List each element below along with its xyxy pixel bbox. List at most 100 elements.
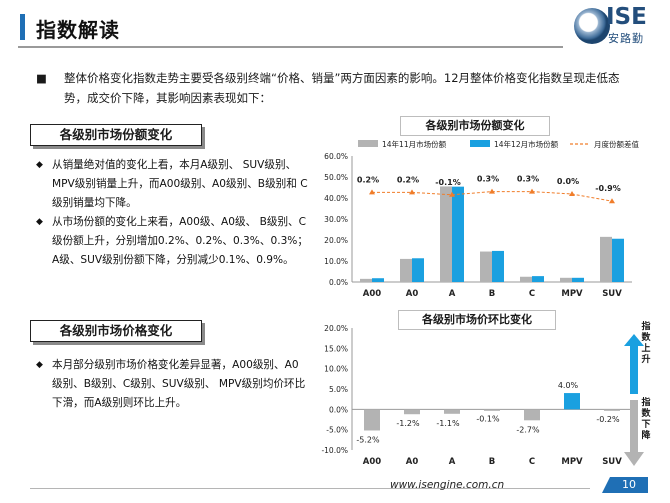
list-item: ◆ 从市场份额的变化上来看，A00级、A0级、 B级别、C级份额上升，分别增加0… — [36, 213, 308, 270]
bar-nov — [600, 236, 612, 282]
legend-label: 月度份额差值 — [594, 139, 639, 149]
x-tick-label: A00 — [363, 457, 381, 467]
y-tick-label: 30.0% — [324, 215, 348, 224]
diff-point — [569, 191, 575, 196]
x-tick-label: SUV — [602, 289, 622, 299]
bar-nov — [480, 251, 492, 282]
diff-point — [609, 198, 615, 204]
price-data-label: 4.0% — [558, 381, 579, 390]
price-bar — [604, 409, 620, 411]
logo-emblem-icon — [574, 8, 610, 44]
bar-nov — [400, 258, 412, 282]
diamond-bullet-icon: ◆ — [36, 217, 43, 227]
chart2-title: 各级别市场价环比变化 — [398, 310, 556, 330]
bar-dec — [532, 276, 544, 282]
diff-data-label: 0.3% — [477, 175, 499, 184]
y-tick-label: 5.0% — [329, 385, 348, 394]
bar-nov — [520, 276, 532, 282]
legend-label: 14年11月市场份额 — [382, 139, 447, 149]
diff-data-label: 0.2% — [397, 175, 419, 184]
legend-label: 14年12月市场份额 — [494, 139, 559, 149]
x-tick-label: A — [449, 289, 456, 299]
x-tick-label: A00 — [363, 289, 381, 299]
diff-point — [409, 189, 415, 195]
diff-point — [369, 189, 375, 195]
bar-nov — [560, 277, 572, 282]
price-data-label: -5.2% — [356, 435, 380, 444]
price-bar — [364, 409, 380, 431]
diff-data-label: -0.1% — [435, 178, 461, 187]
bar-nov — [360, 278, 372, 282]
x-tick-label: C — [529, 289, 535, 299]
x-tick-label: MPV — [561, 457, 583, 467]
x-tick-label: A — [449, 457, 456, 467]
diamond-bullet-icon: ◆ — [36, 360, 43, 370]
price-bar — [404, 409, 420, 415]
legend-swatch — [358, 140, 378, 147]
bar-dec — [572, 277, 584, 282]
section-title-share: 各级别市场份额变化 — [30, 124, 202, 146]
price-data-label: -2.7% — [516, 425, 540, 434]
bar-dec — [492, 250, 504, 282]
price-bar — [564, 393, 580, 410]
y-tick-label: -10.0% — [321, 446, 348, 455]
diff-point — [489, 188, 495, 194]
x-tick-label: B — [489, 289, 495, 299]
y-tick-label: -5.0% — [326, 426, 348, 435]
legend-swatch — [470, 140, 490, 147]
price-data-label: -1.2% — [396, 419, 420, 428]
price-bar — [484, 409, 500, 411]
diff-data-label: 0.0% — [557, 177, 579, 186]
diff-data-label: 0.3% — [517, 175, 539, 184]
price-data-label: -0.2% — [596, 415, 620, 424]
bullet-text: 从销量绝对值的变化上看，本月A级别、 SUV级别、MPV级别销量上升，而A00级… — [52, 159, 308, 209]
list-item: ◆ 本月部分级别市场价格变化差异显著，A00级别、A0级别、B级别、C级别、SU… — [36, 356, 308, 413]
price-bar — [444, 409, 460, 414]
title-accent-bar — [20, 14, 25, 40]
diff-data-label: -0.9% — [595, 184, 621, 193]
logo-text: ISE — [606, 4, 647, 30]
x-tick-label: SUV — [602, 457, 622, 467]
page-number-tab — [602, 477, 610, 493]
y-tick-label: 50.0% — [324, 173, 348, 182]
bullet-text: 本月部分级别市场价格变化差异显著，A00级别、A0级别、B级别、C级别、SUV级… — [52, 359, 306, 409]
section1-bullets: ◆ 从销量绝对值的变化上看，本月A级别、 SUV级别、MPV级别销量上升，而A0… — [36, 156, 308, 270]
page-header: 指数解读 ISE 安路勤 — [0, 0, 670, 48]
x-tick-label: A0 — [406, 289, 419, 299]
bar-dec — [612, 238, 624, 282]
bullet-text: 从市场份额的变化上来看，A00级、A0级、 B级别、C级份额上升，分别增加0.2… — [52, 216, 308, 266]
price-data-label: -0.1% — [476, 415, 500, 424]
diff-line — [372, 191, 613, 202]
diff-point — [449, 191, 455, 197]
y-tick-label: 20.0% — [324, 236, 348, 245]
logo-subtext: 安路勤 — [608, 32, 644, 45]
list-item: ◆ 从销量绝对值的变化上看，本月A级别、 SUV级别、MPV级别销量上升，而A0… — [36, 156, 308, 213]
header-divider — [18, 46, 563, 48]
intro-text: 整体价格变化指数走势主要受各级别终端“价格、销量”两方面因素的影响。12月整体价… — [64, 71, 620, 105]
y-tick-label: 60.0% — [324, 152, 348, 161]
section2-bullets: ◆ 本月部分级别市场价格变化差异显著，A00级别、A0级别、B级别、C级别、SU… — [36, 356, 308, 413]
diamond-bullet-icon: ◆ — [36, 160, 43, 170]
bar-dec — [452, 186, 464, 282]
square-bullet-icon: ■ — [36, 71, 47, 85]
page-title: 指数解读 — [36, 18, 120, 42]
y-tick-label: 0.0% — [329, 278, 348, 287]
y-tick-label: 20.0% — [324, 324, 348, 333]
x-tick-label: C — [529, 457, 535, 467]
x-tick-label: A0 — [406, 457, 419, 467]
up-label: 指数上升 — [641, 322, 651, 365]
y-tick-label: 10.0% — [324, 365, 348, 374]
y-tick-label: 0.0% — [329, 405, 348, 414]
x-tick-label: B — [489, 457, 495, 467]
y-tick-label: 10.0% — [324, 257, 348, 266]
bar-dec — [372, 278, 384, 282]
footer-divider — [30, 488, 590, 489]
y-tick-label: 40.0% — [324, 194, 348, 203]
footer-url: www.isengine.com.cn — [390, 479, 505, 491]
ise-logo: ISE 安路勤 — [574, 4, 664, 48]
y-tick-label: 15.0% — [324, 344, 348, 353]
bar-dec — [412, 258, 424, 282]
section-title-price: 各级别市场价格变化 — [30, 320, 202, 342]
price-data-label: -1.1% — [436, 419, 460, 428]
down-label: 指数下降 — [641, 398, 651, 441]
